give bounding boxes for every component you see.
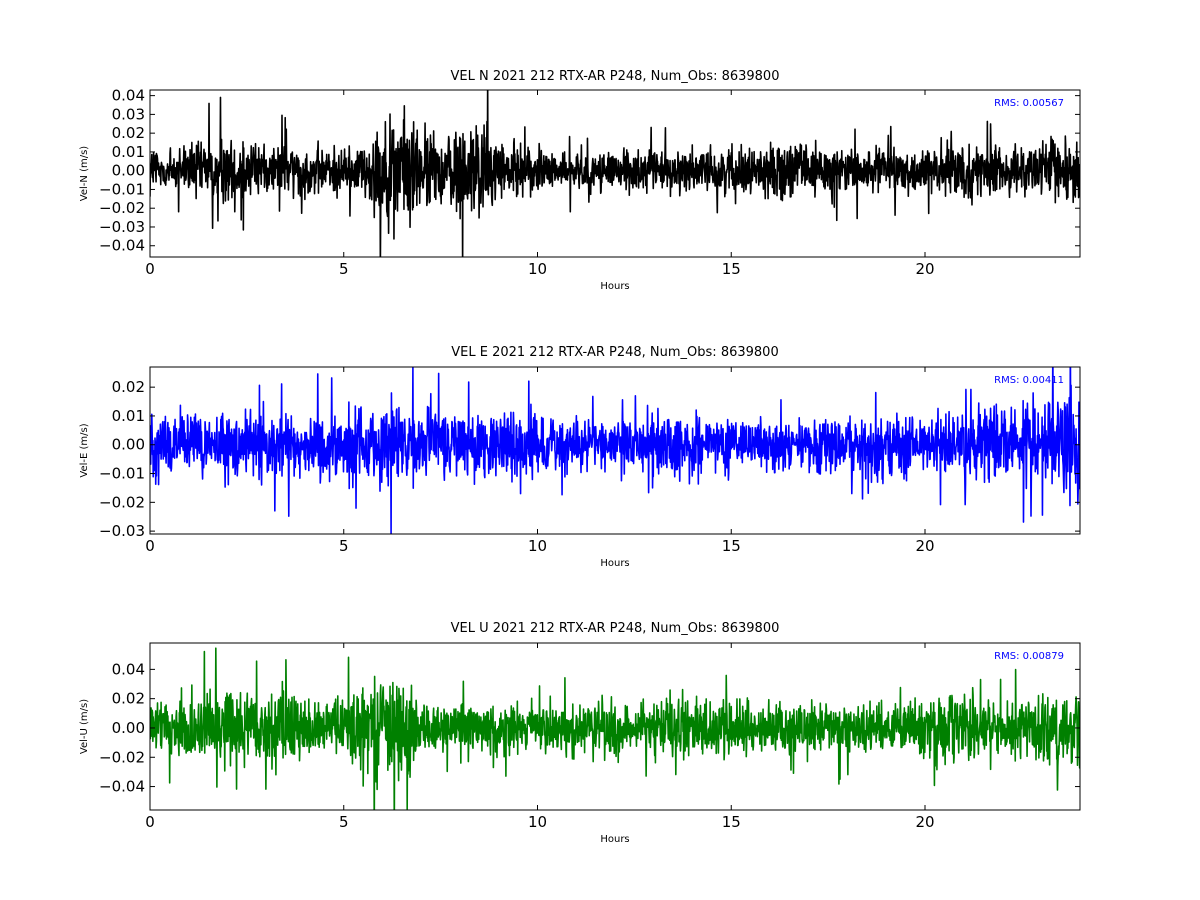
panel-vel-e: 0 5 10 15 20 0.02 0.01 0.00 −0.01 −0.02 −0.03 VEL E… bbox=[79, 345, 1081, 569]
panel-vel-u-xtick-label: 0 bbox=[145, 813, 155, 831]
panel-vel-u-rms-annotation: RMS: 0.00879 bbox=[994, 651, 1064, 662]
panel-vel-u-ylabel: Vel-U (m/s) bbox=[79, 699, 90, 754]
panel-vel-n-ytick-label: −0.01 bbox=[99, 180, 145, 198]
panel-vel-n-ytick-label: −0.02 bbox=[99, 199, 145, 217]
panel-vel-e-ytick-label: 0.02 bbox=[112, 378, 145, 396]
panel-vel-e-ytick-label: −0.02 bbox=[99, 493, 145, 511]
panel-vel-e-title: VEL E 2021 212 RTX-AR P248, Num_Obs: 863… bbox=[451, 345, 778, 360]
panel-vel-u-xlabel: Hours bbox=[600, 834, 629, 845]
panel-vel-u-xtick-label: 20 bbox=[915, 813, 934, 831]
panel-vel-n-ytick-label: 0.00 bbox=[112, 162, 145, 180]
panel-vel-n: 0 5 10 15 200.040.030.020.010.00−0.01−0.02−0… bbox=[79, 69, 1081, 292]
panel-vel-e-xtick-label: 0 bbox=[145, 537, 155, 555]
panel-vel-e-ytick-label: 0.00 bbox=[112, 436, 145, 454]
panel-vel-n-ytick-label: 0.04 bbox=[112, 87, 145, 105]
panel-vel-u-ytick-label: 0.04 bbox=[112, 660, 145, 678]
panel-vel-n-signal-line bbox=[150, 90, 1080, 257]
panel-vel-n-xtick-label: 5 bbox=[339, 260, 349, 278]
panel-vel-u-axes-frame bbox=[149, 642, 1081, 811]
panel-vel-e-ytick-label: −0.01 bbox=[99, 465, 145, 483]
panel-vel-n-xtick-label: 20 bbox=[915, 260, 934, 278]
panel-vel-e-xtick-label: 15 bbox=[722, 537, 741, 555]
panel-vel-u: 0 5 10 15 20 0.04 0.02 0.00 −0.02 −0.04 VEL U 2021… bbox=[79, 621, 1081, 845]
panel-vel-n-xtick-label: 10 bbox=[528, 260, 547, 278]
panel-vel-e-ytick-label: −0.03 bbox=[99, 522, 145, 540]
panel-vel-e-ytick-label: 0.01 bbox=[112, 407, 145, 425]
panel-vel-u-xtick-label: 5 bbox=[339, 813, 349, 831]
panel-vel-u-xtick-label: 10 bbox=[528, 813, 547, 831]
panel-vel-e-xtick-label: 20 bbox=[915, 537, 934, 555]
panel-vel-n-xtick-label: 15 bbox=[722, 260, 741, 278]
panel-vel-e-rms-annotation: RMS: 0.00411 bbox=[994, 375, 1064, 386]
panel-vel-e-xlabel: Hours bbox=[600, 558, 629, 569]
panel-vel-n-ytick-label: 0.02 bbox=[112, 124, 145, 142]
panel-vel-n-xlabel: Hours bbox=[600, 281, 629, 292]
panel-vel-u-ytick-label: 0.02 bbox=[112, 690, 145, 708]
panel-vel-n-ytick-label: 0.01 bbox=[112, 143, 145, 161]
panel-vel-e-xtick-label: 10 bbox=[528, 537, 547, 555]
panel-vel-u-ytick-label: 0.00 bbox=[112, 719, 145, 737]
panel-vel-e-axes-frame bbox=[149, 366, 1081, 535]
panel-vel-n-rms-annotation: RMS: 0.00567 bbox=[994, 98, 1064, 109]
panel-vel-n-title: VEL N 2021 212 RTX-AR P248, Num_Obs: 863… bbox=[451, 69, 780, 84]
panel-vel-n-ytick-label: −0.03 bbox=[99, 218, 145, 236]
panel-vel-e-signal-line bbox=[150, 367, 1080, 534]
panel-vel-u-signal-line bbox=[150, 647, 1080, 810]
panel-vel-u-title: VEL U 2021 212 RTX-AR P248, Num_Obs: 863… bbox=[451, 621, 780, 636]
panel-vel-u-ytick-label: −0.04 bbox=[99, 778, 145, 796]
panel-vel-e-ylabel: Vel-E (m/s) bbox=[79, 423, 90, 477]
panel-vel-n-axes-frame bbox=[149, 89, 1081, 258]
panel-vel-n-xtick-label: 0 bbox=[145, 260, 155, 278]
panel-vel-u-xtick-label: 15 bbox=[722, 813, 741, 831]
panel-vel-e-xtick-label: 5 bbox=[339, 537, 349, 555]
panel-vel-n-ytick-label: −0.04 bbox=[99, 237, 145, 255]
panel-vel-n-ylabel: Vel-N (m/s) bbox=[79, 146, 90, 201]
panel-vel-u-ytick-label: −0.02 bbox=[99, 748, 145, 766]
panel-vel-n-ytick-label: 0.03 bbox=[112, 105, 145, 123]
